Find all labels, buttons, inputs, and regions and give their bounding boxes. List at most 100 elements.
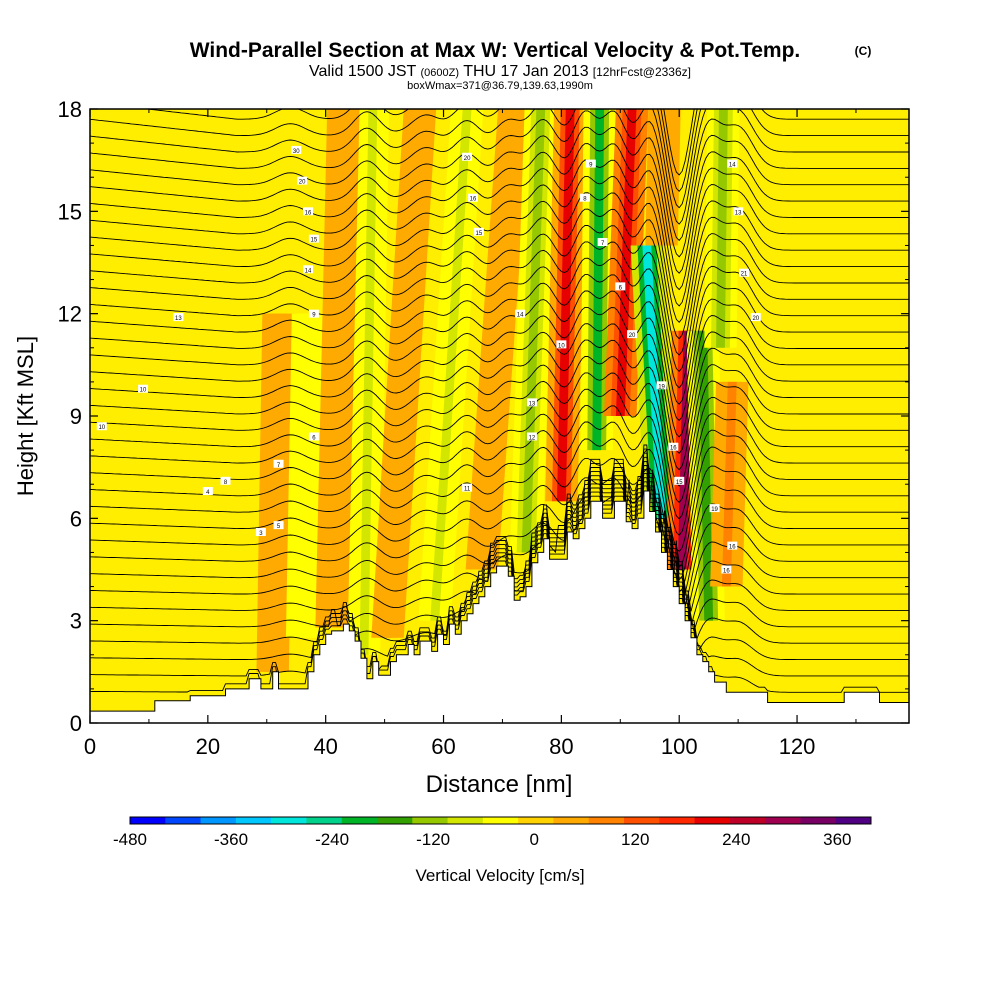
contour-label-bg xyxy=(308,309,319,318)
contour-label-bg xyxy=(96,422,107,431)
colorbar-swatch xyxy=(518,817,554,824)
y-tick-label: 12 xyxy=(58,302,82,327)
theta-contour xyxy=(90,274,909,405)
colorbar-tick-label: -120 xyxy=(416,830,450,849)
x-tick-label: 120 xyxy=(779,734,816,759)
w-band-16-2 xyxy=(327,109,348,628)
contour-label: 10 xyxy=(558,343,565,349)
copyright-mark: (C) xyxy=(855,44,872,58)
contour-label: 19 xyxy=(711,507,718,513)
theta-contour xyxy=(90,323,909,454)
w-band-4-2 xyxy=(521,109,546,553)
contour-label-bg xyxy=(733,207,744,216)
contour-label-bg xyxy=(308,432,319,441)
contour-label-bg xyxy=(202,487,213,496)
theta-contour xyxy=(90,159,909,291)
w-band-14-2 xyxy=(268,313,283,672)
potential-temperature-contours xyxy=(90,109,909,693)
contour-label-bg xyxy=(462,152,473,161)
colorbar-swatch xyxy=(765,817,801,824)
contour-label-bg xyxy=(462,483,473,492)
theta-contour xyxy=(90,192,909,323)
colorbar-swatch xyxy=(553,817,590,824)
theta-contour xyxy=(90,388,909,520)
theta-contour xyxy=(90,257,909,389)
x-axis-label: Distance [nm] xyxy=(426,771,573,798)
theta-contour xyxy=(90,473,909,644)
axes: 0 20 40 60 80 100 120 0 3 6 9 12 15 18 xyxy=(58,97,909,759)
contour-label: 30 xyxy=(293,149,300,155)
theta-contour xyxy=(90,356,909,487)
contour-label: 14 xyxy=(517,313,524,319)
contour-label-bg xyxy=(303,265,314,274)
colorbar-tick-label: 120 xyxy=(621,830,649,849)
w-band-15-2 xyxy=(297,313,313,638)
w-band-5-2 xyxy=(556,109,575,502)
colorbar-swatch xyxy=(482,817,519,824)
theta-contour xyxy=(90,143,909,274)
contour-label-bg xyxy=(220,476,231,485)
contour-label-bg xyxy=(739,268,750,277)
y-tick-label: 18 xyxy=(58,97,82,122)
contour-label: 16 xyxy=(729,545,736,551)
contour-label: 12 xyxy=(529,435,536,441)
theta-contour xyxy=(90,241,909,373)
w-band-1-2 xyxy=(383,109,425,638)
contour-label-bg xyxy=(579,193,590,202)
chart-subtitle: Valid 1500 JST (0600Z) THU 17 Jan 2013 [… xyxy=(309,63,691,80)
colorbar-swatch xyxy=(729,817,766,824)
contour-label-bg xyxy=(173,313,184,322)
contour-label-bg xyxy=(615,282,626,291)
y-tick-label: 6 xyxy=(70,506,82,531)
w-band-12-2 xyxy=(721,381,737,587)
theta-contour xyxy=(143,109,909,192)
colorbar-tick-label: -240 xyxy=(315,830,349,849)
contour-label: 10 xyxy=(140,388,147,394)
x-tick-label: 0 xyxy=(84,734,96,759)
contour-label-bg xyxy=(255,527,266,536)
contour-label: 9 xyxy=(589,163,593,169)
contour-label: 4 xyxy=(206,490,210,496)
colorbar-frame xyxy=(129,816,872,825)
w-band-10-2 xyxy=(698,330,714,621)
contour-label: 13 xyxy=(175,316,182,322)
colorbar-swatch xyxy=(271,817,307,824)
theta-contour xyxy=(90,225,909,356)
contour-label: 6 xyxy=(619,285,623,291)
contour-label: 14 xyxy=(729,163,736,169)
contour-label: 3 xyxy=(259,531,263,537)
theta-contour xyxy=(90,456,909,610)
x-tick-label: 80 xyxy=(549,734,573,759)
contour-label-bg xyxy=(656,381,667,390)
contour-label: 15 xyxy=(676,480,683,486)
chart-title: Wind-Parallel Section at Max W: Vertical… xyxy=(190,39,801,62)
contour-label: 15 xyxy=(476,231,483,237)
theta-contour xyxy=(90,481,909,677)
colorbar-tick-label: -480 xyxy=(113,830,147,849)
contour-label: 16 xyxy=(305,210,312,216)
colorbar-swatch xyxy=(412,817,448,824)
contour-label-bg xyxy=(585,159,596,168)
theta-contour xyxy=(90,457,909,581)
chart-subtitle-box-wmax: boxWmax=371@36.79,139.63,1990m xyxy=(407,80,593,92)
colorbar-swatch xyxy=(800,817,837,824)
terrain xyxy=(90,490,909,723)
contour-label-bg xyxy=(727,159,738,168)
contour-label: 8 xyxy=(224,480,228,486)
colorbar-swatch xyxy=(200,817,237,824)
subtitle-date: THU 17 Jan 2013 xyxy=(463,63,589,80)
contour-label-bg xyxy=(308,234,319,243)
theta-contour xyxy=(90,110,909,242)
theta-contour xyxy=(90,339,909,471)
contour-label-bg xyxy=(467,193,478,202)
y-tick-label: 3 xyxy=(70,609,82,634)
contour-label: 7 xyxy=(601,241,605,247)
contour-label-bg xyxy=(727,541,738,550)
contour-label: 16 xyxy=(723,569,730,575)
contour-label-bg xyxy=(473,227,484,236)
colorbar-swatch xyxy=(377,817,413,824)
contour-label-bg xyxy=(273,459,284,468)
theta-contour xyxy=(90,460,909,612)
colorbar-swatch xyxy=(235,817,272,824)
